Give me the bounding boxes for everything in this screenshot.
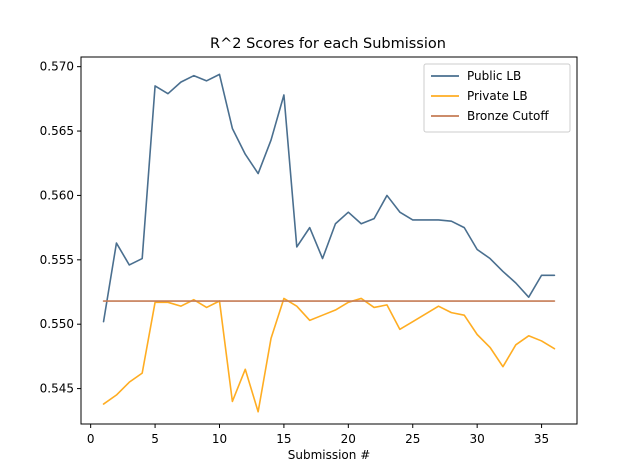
x-tick-label: 30 — [470, 432, 485, 446]
y-tick-label: 0.560 — [40, 188, 74, 202]
y-tick-label: 0.545 — [40, 382, 74, 396]
legend-label-1: Private LB — [467, 89, 528, 103]
chart-title: R^2 Scores for each Submission — [210, 36, 446, 52]
y-tick-label: 0.550 — [40, 317, 74, 331]
x-tick-label: 0 — [87, 432, 95, 446]
legend-box — [423, 63, 571, 133]
series-line-1 — [102, 297, 556, 413]
x-axis-label: Submission # — [288, 448, 371, 462]
x-tick-label: 25 — [405, 432, 420, 446]
y-axis: 0.545 0.550 0.555 0.560 0.565 0.570 — [40, 60, 81, 396]
y-tick-label: 0.570 — [40, 60, 74, 74]
plot-area — [102, 73, 556, 413]
legend: Public LB Private LB Bronze Cutoff — [423, 63, 571, 133]
x-axis: 0 5 10 15 20 25 30 35 — [87, 424, 549, 446]
x-tick-label: 35 — [534, 432, 549, 446]
legend-label-0: Public LB — [467, 69, 521, 83]
series-line-0 — [102, 73, 556, 323]
plot-frame — [80, 56, 578, 425]
x-tick-label: 5 — [151, 432, 159, 446]
x-tick-label: 20 — [341, 432, 356, 446]
legend-label-2: Bronze Cutoff — [467, 109, 549, 123]
y-tick-label: 0.555 — [40, 253, 74, 267]
x-tick-label: 10 — [212, 432, 227, 446]
y-tick-label: 0.565 — [40, 124, 74, 138]
x-tick-label: 15 — [276, 432, 291, 446]
